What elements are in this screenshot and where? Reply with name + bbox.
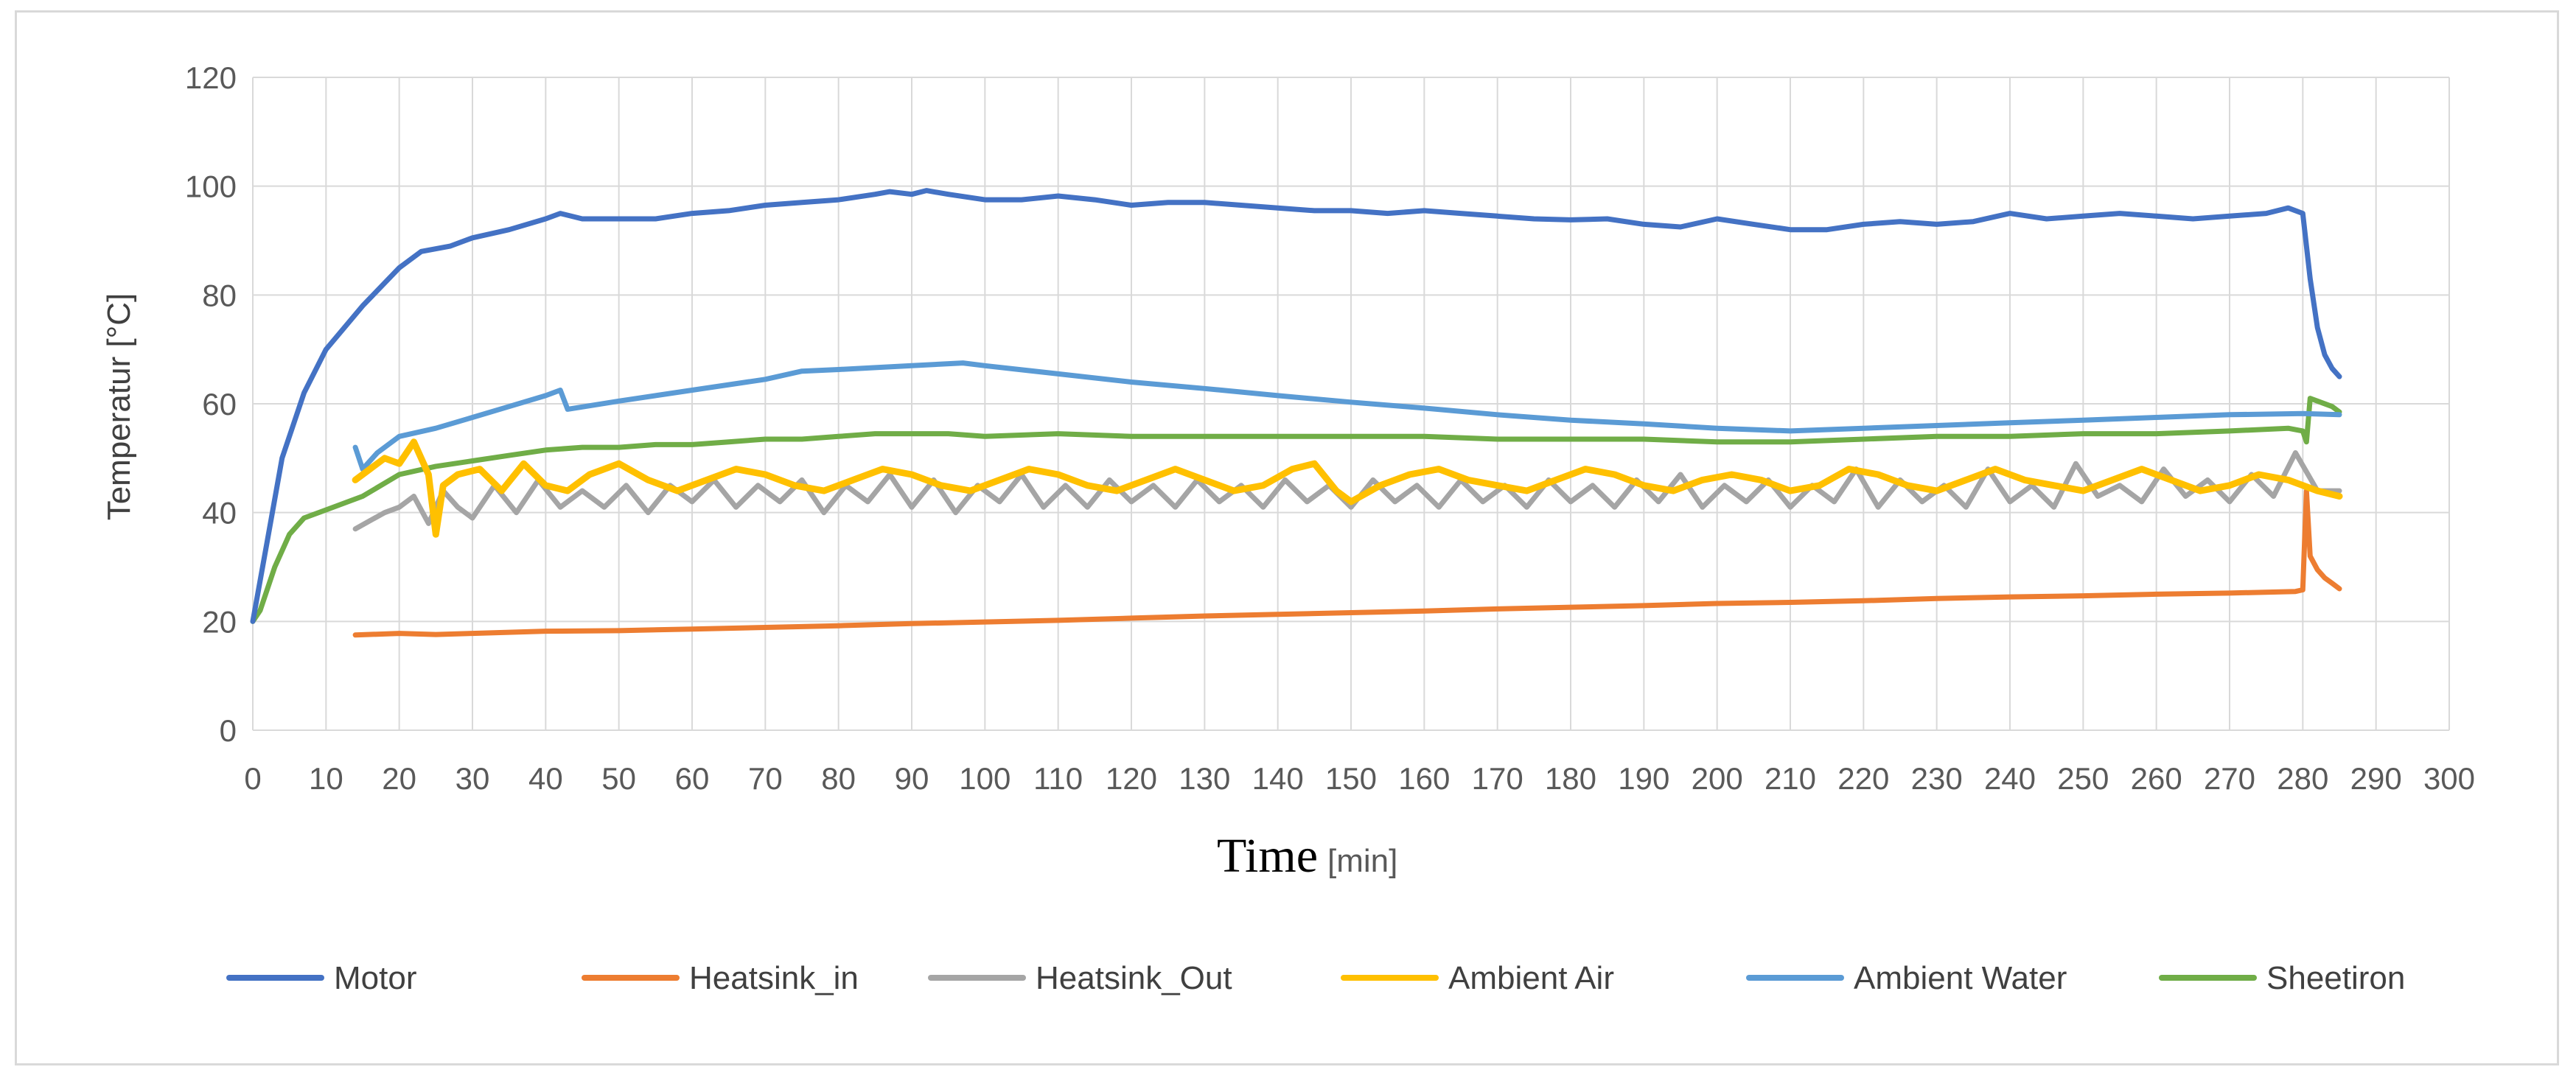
x-tick-label: 150 [1325, 761, 1377, 796]
x-tick-label: 260 [2131, 761, 2182, 796]
x-tick-label: 40 [528, 761, 563, 796]
x-tick-label: 20 [382, 761, 416, 796]
y-tick-label: 0 [220, 713, 237, 748]
legend-label-heatsink-out: Heatsink_Out [1036, 960, 1232, 996]
y-tick-label: 40 [202, 496, 237, 531]
legend-label-sheetiron: Sheetiron [2266, 960, 2405, 996]
legend-label-ambient-air: Ambient Air [1448, 960, 1614, 996]
x-tick-label: 190 [1618, 761, 1669, 796]
x-tick-label: 200 [1692, 761, 1743, 796]
x-tick-label: 140 [1252, 761, 1304, 796]
x-tick-label: 70 [748, 761, 783, 796]
x-tick-label: 50 [601, 761, 636, 796]
x-tick-label: 90 [895, 761, 929, 796]
x-tick-label: 210 [1765, 761, 1816, 796]
tick-labels: 0 10 20 30 40 50 60 70 80 90 100 110 120 130 140 150 160… [185, 60, 2475, 796]
series-line-ambient-air [352, 438, 2343, 538]
x-tick-label: 280 [2277, 761, 2328, 796]
y-tick-label: 80 [202, 278, 237, 312]
x-tick-label: 290 [2350, 761, 2402, 796]
x-tick-label: 0 [244, 761, 261, 796]
x-tick-label: 130 [1179, 761, 1230, 796]
x-tick-label: 110 [1033, 761, 1083, 796]
legend-label-ambient-water: Ambient Water [1854, 960, 2067, 996]
y-tick-label: 20 [202, 604, 237, 639]
grid [252, 77, 2450, 731]
series-line-heatsink-in [352, 488, 2342, 638]
x-tick-label: 270 [2204, 761, 2255, 796]
series-layer [250, 188, 2343, 638]
x-tick-label: 230 [1911, 761, 1963, 796]
legend: Motor Heatsink_in Heatsink_Out Ambient Air A… [226, 960, 2405, 996]
x-tick-label: 10 [309, 761, 343, 796]
x-tick-label: 250 [2057, 761, 2109, 796]
x-tick-label: 60 [675, 761, 710, 796]
chart-frame: 0 10 20 30 40 50 60 70 80 90 100 110 120 130 140 150 160… [15, 10, 2559, 1065]
x-tick-label: 100 [959, 761, 1010, 796]
x-tick-label: 240 [1984, 761, 2036, 796]
x-axis-label: Time [1217, 829, 1318, 883]
y-tick-label: 60 [202, 387, 237, 421]
x-tick-label: 120 [1106, 761, 1157, 796]
x-tick-label: 80 [821, 761, 856, 796]
x-tick-label: 180 [1545, 761, 1596, 796]
x-tick-label: 300 [2423, 761, 2475, 796]
y-axis-label: Temperatur [°C] [101, 293, 137, 521]
series-line-ambient-water [352, 360, 2342, 472]
y-tick-label: 120 [185, 60, 237, 95]
series-line-sheetiron [250, 396, 2342, 624]
x-tick-label: 170 [1472, 761, 1523, 796]
series-line-heatsink-out [352, 450, 2342, 532]
line-chart: 0 10 20 30 40 50 60 70 80 90 100 110 120 130 140 150 160… [101, 60, 2475, 996]
x-tick-label: 220 [1837, 761, 1889, 796]
legend-label-heatsink-in: Heatsink_in [689, 960, 859, 996]
x-tick-label: 160 [1398, 761, 1450, 796]
legend-label-motor: Motor [334, 960, 416, 996]
y-tick-label: 100 [185, 169, 237, 204]
x-tick-label: 30 [455, 761, 490, 796]
series-line-motor [250, 188, 2342, 624]
x-axis-unit: [min] [1327, 843, 1397, 879]
